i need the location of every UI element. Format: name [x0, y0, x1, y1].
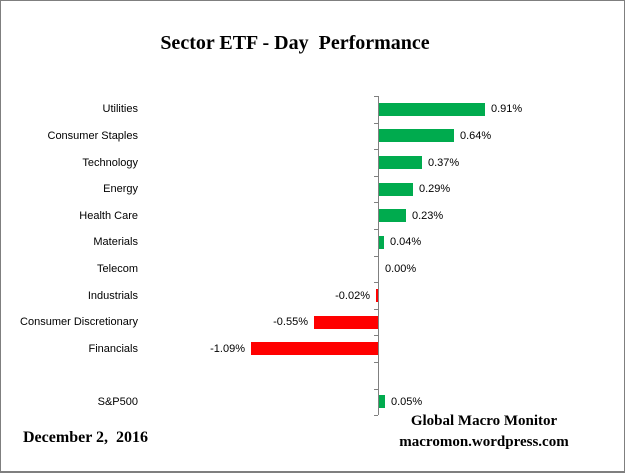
attribution-source: Global Macro Monitor	[410, 413, 558, 429]
axis-tick	[374, 309, 378, 310]
value-label: 0.64%	[460, 129, 492, 142]
axis-tick	[374, 229, 378, 230]
category-label: Consumer Discretionary	[20, 316, 138, 329]
axis-tick	[374, 202, 378, 203]
bar	[379, 129, 454, 143]
value-label: 0.23%	[412, 209, 444, 222]
date-label: December 2, 2016	[23, 429, 148, 446]
bar	[251, 342, 378, 356]
axis-tick	[374, 362, 378, 363]
category-label: Utilities	[102, 103, 138, 116]
value-label: 0.29%	[419, 183, 451, 196]
category-label: Financials	[88, 342, 138, 355]
attribution-block: Global Macro Monitor macromon.wordpress.…	[378, 411, 590, 453]
value-label: -0.02%	[335, 289, 370, 302]
axis-tick	[374, 123, 378, 124]
value-label: 0.04%	[390, 236, 422, 249]
bar	[314, 315, 378, 329]
bar	[379, 395, 385, 409]
chart-title: Sector ETF - Day Performance	[160, 32, 430, 54]
category-label: S&P500	[97, 395, 138, 408]
value-label: -0.55%	[273, 316, 308, 329]
axis-tick	[374, 389, 378, 390]
bar	[379, 156, 422, 169]
axis-tick	[374, 149, 378, 150]
category-label: Health Care	[79, 209, 138, 222]
category-label: Telecom	[97, 262, 138, 275]
axis-tick	[374, 256, 378, 257]
value-label: 0.05%	[391, 395, 423, 408]
category-label: Materials	[93, 236, 138, 249]
category-label: Technology	[82, 156, 138, 169]
attribution-url: macromon.wordpress.com	[399, 434, 569, 450]
bar	[379, 102, 485, 116]
y-axis-line	[378, 96, 379, 415]
category-label: Consumer Staples	[47, 129, 139, 142]
bar	[379, 235, 384, 249]
category-label: Energy	[103, 183, 138, 196]
axis-tick	[374, 176, 378, 177]
value-label: 0.37%	[428, 156, 460, 169]
value-label: 0.91%	[491, 103, 523, 116]
axis-tick	[374, 335, 378, 336]
axis-tick	[374, 96, 378, 97]
bar	[379, 182, 413, 196]
category-label: Industrials	[87, 289, 138, 302]
bar	[376, 289, 378, 302]
value-label: 0.00%	[385, 262, 417, 275]
axis-tick	[374, 282, 378, 283]
axis-tick	[374, 415, 378, 416]
bar	[379, 209, 406, 223]
value-label: -1.09%	[210, 342, 245, 355]
